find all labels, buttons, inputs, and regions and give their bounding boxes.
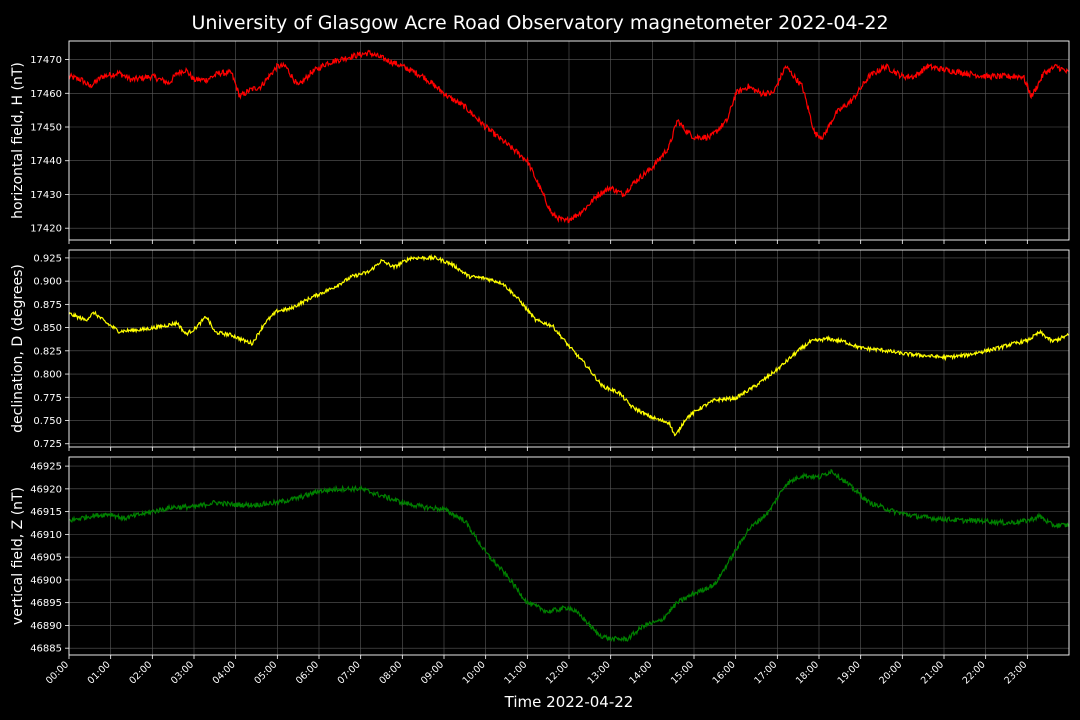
y-tick-label: 46905 [30,553,62,564]
series-line [68,468,1070,643]
y-axis-label: vertical field, Z (nT) [10,487,26,625]
y-tick-label: 0.775 [33,393,62,404]
y-tick-label: 0.750 [33,416,62,427]
y-axis-label: declination, D (degrees) [10,264,26,433]
y-tick-label: 0.825 [33,346,62,357]
y-tick-label: 0.900 [33,277,62,288]
y-axis-label: horizontal field, H (nT) [10,62,26,219]
series-line [68,253,1070,437]
y-tick-label: 46920 [30,484,62,495]
y-tick-label: 46925 [30,462,62,473]
y-tick-label: 17470 [30,55,62,66]
x-axis-label: Time 2022-04-22 [504,693,634,711]
plot-frame [68,456,1070,656]
plot-frame [68,249,1070,448]
panel-2: 0.725 0.750 0.775 0.800 0.825 0.850 0.875 0.900… [10,249,1070,451]
y-tick-label: 0.850 [33,323,62,334]
y-tick-label: 0.875 [33,300,62,311]
plot-frame [68,40,1070,241]
y-tick-label: 46890 [30,621,62,632]
y-tick-label: 17420 [30,224,62,235]
y-tick-label: 17430 [30,190,62,201]
y-tick-label: 17440 [30,156,62,167]
y-tick-label: 0.725 [33,439,62,450]
series-line [68,49,1070,224]
y-tick-label: 46900 [30,575,62,586]
y-tick-label: 46895 [30,598,62,609]
y-tick-label: 46915 [30,507,62,518]
chart-title: University of Glasgow Acre Road Observat… [191,12,888,34]
y-tick-label: 0.800 [33,370,62,381]
y-tick-label: 17450 [30,123,62,134]
y-tick-label: 17460 [30,89,62,100]
panel-1: 17420 17430 17440 17450 17460 17470 horizontal… [10,40,1070,244]
y-tick-label: 46885 [30,644,62,655]
y-tick-label: 0.925 [33,253,62,264]
y-tick-label: 46910 [30,530,62,541]
